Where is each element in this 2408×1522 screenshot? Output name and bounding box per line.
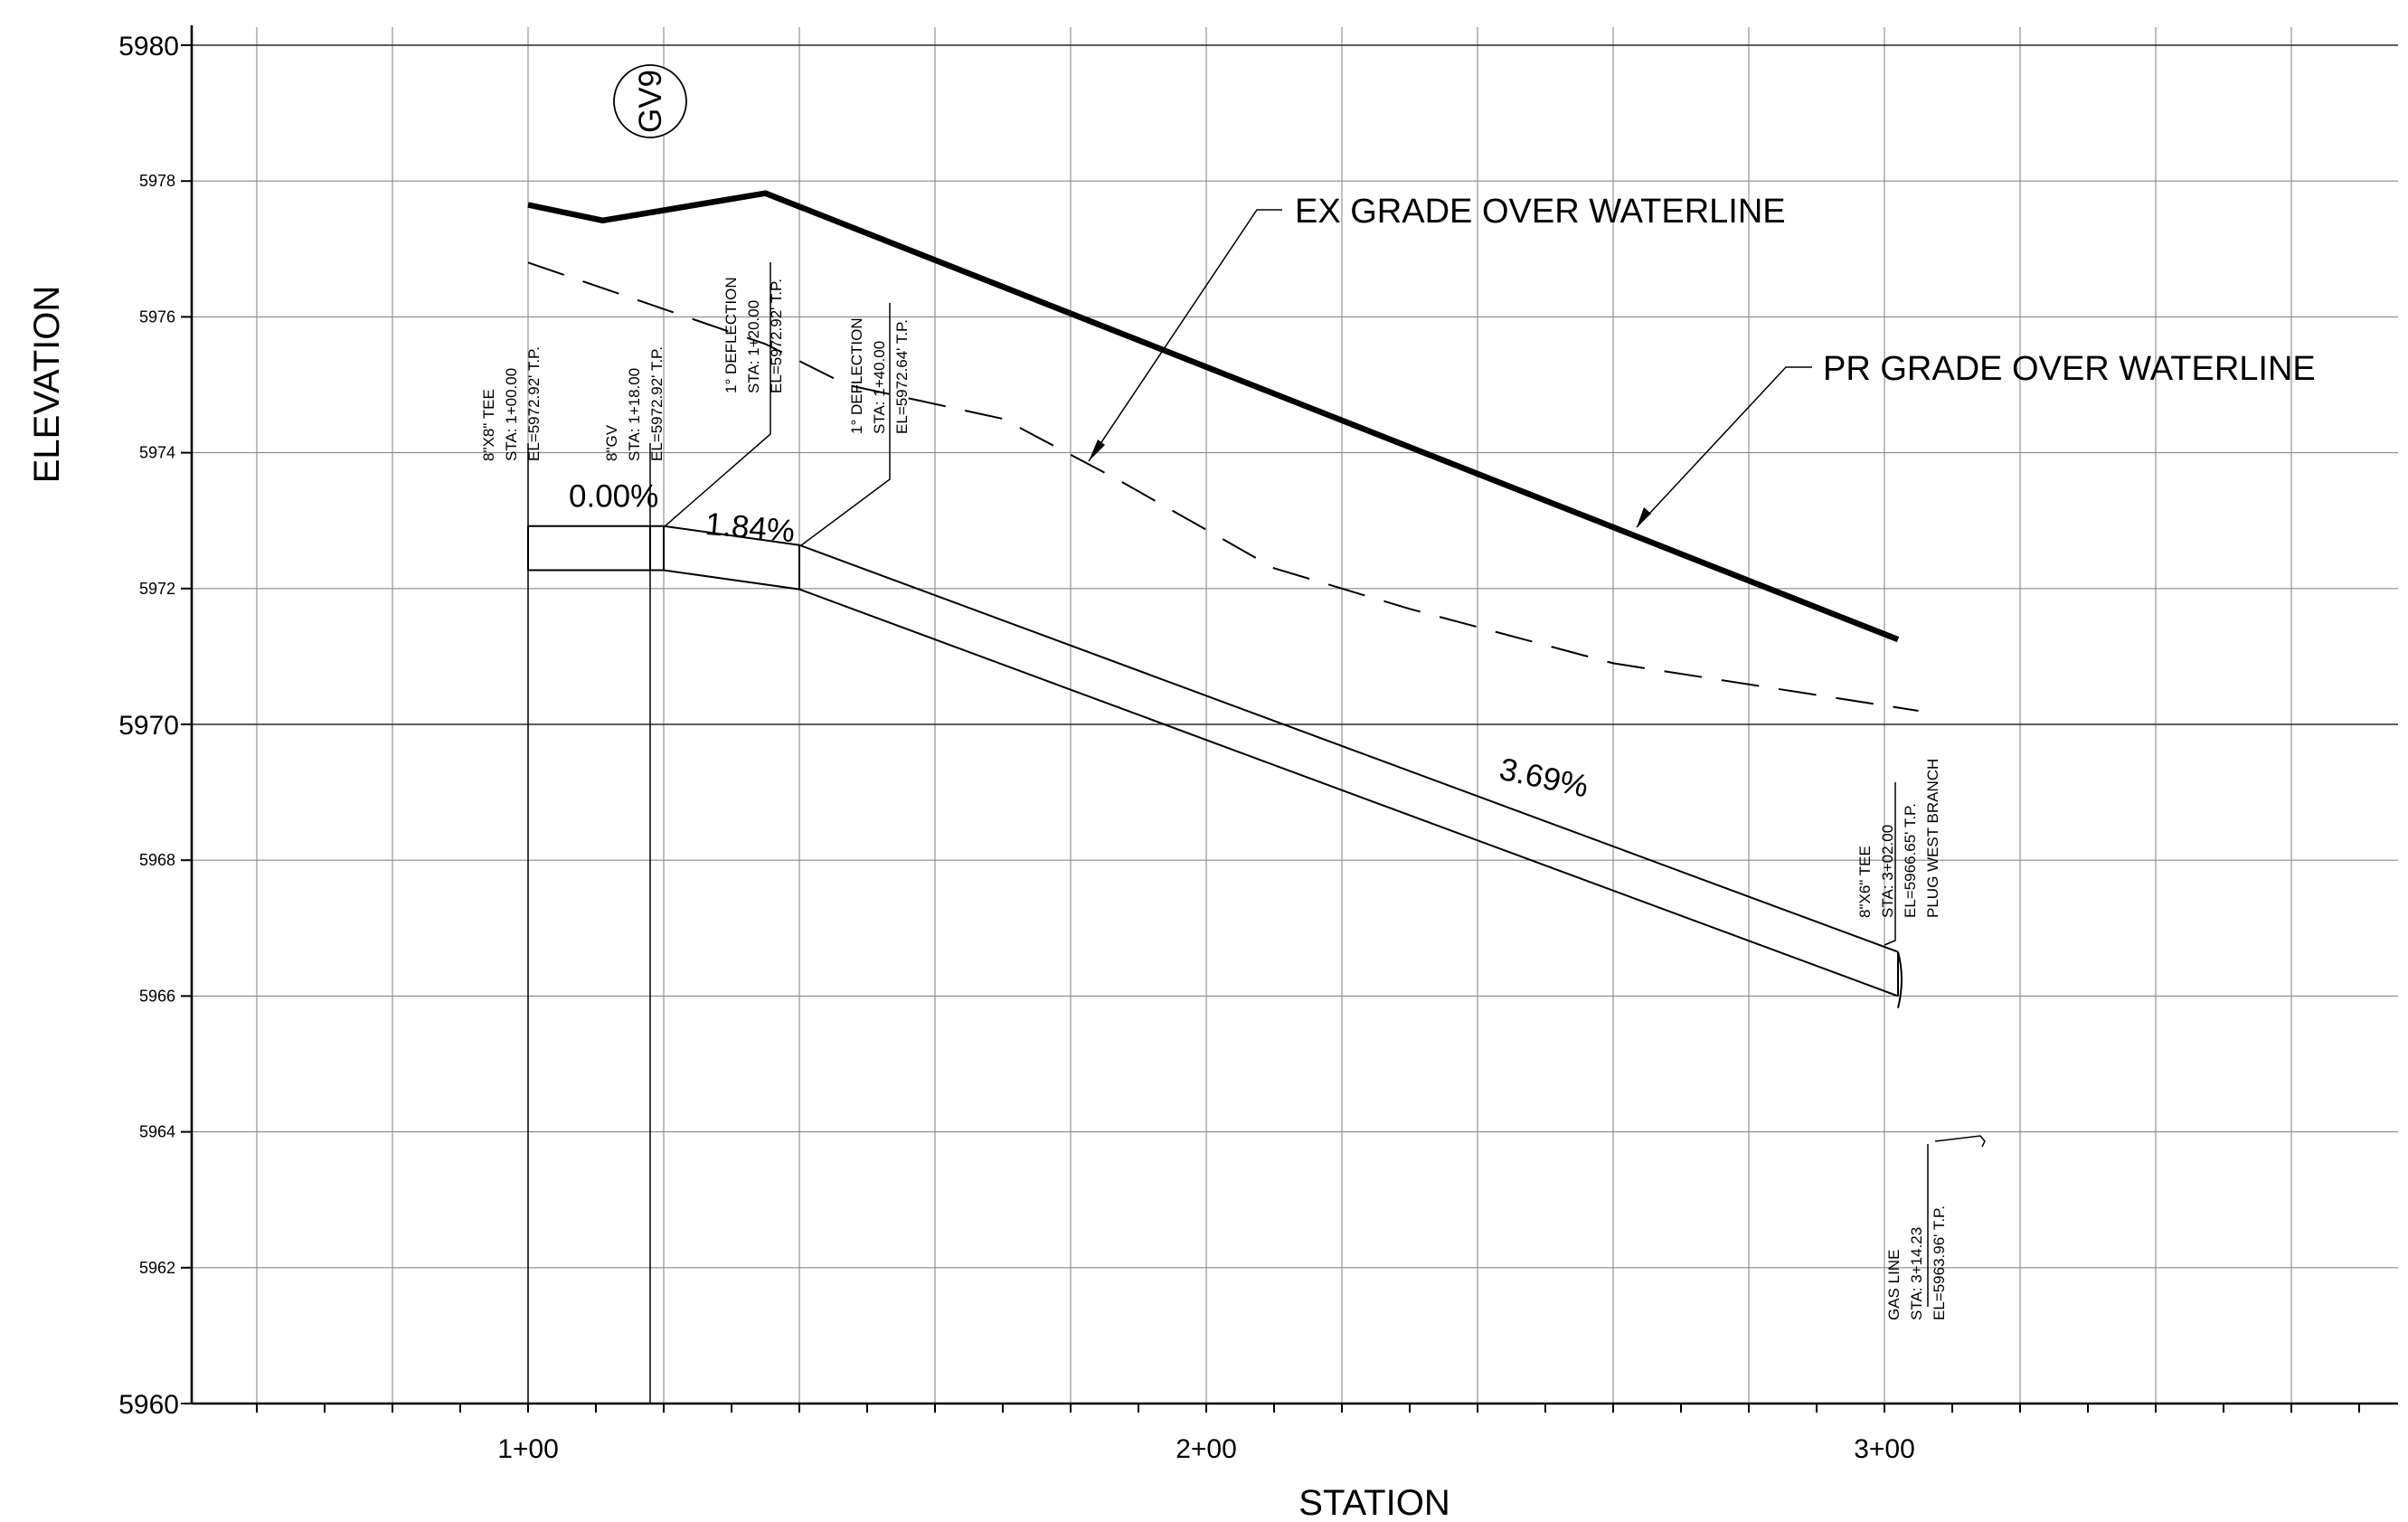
valve-tag-circle <box>613 64 687 138</box>
fitting-note: STA: 1+20.00 <box>745 300 762 393</box>
axes <box>181 25 2398 1413</box>
fitting-note: 8"X6" TEE <box>1856 846 1874 918</box>
fitting-note: EL=5966.65' T.P. <box>1902 803 1919 918</box>
y-tick-label: 5972 <box>139 580 175 598</box>
fitting-note: STA: 1+00.00 <box>503 368 520 461</box>
fitting-note: EL=5963.96' T.P. <box>1931 1205 1948 1320</box>
slope-label: 0.00% <box>569 479 658 515</box>
fitting-note: 8"GV <box>603 424 620 461</box>
x-axis-title: STATION <box>1298 1483 1450 1522</box>
fitting-note: STA: 1+18.00 <box>626 368 643 461</box>
callout-label: EX GRADE OVER WATERLINE <box>1295 193 1786 231</box>
callout-arrowhead <box>1637 507 1651 527</box>
ex-grade-line <box>527 190 1900 643</box>
y-tick-label: 5968 <box>139 851 175 869</box>
fitting-note: 1° DEFLECTION <box>722 277 740 393</box>
fitting-note: STA: 3+14.23 <box>1908 1227 1925 1320</box>
fitting-note: EL=5972.92' T.P. <box>768 279 785 393</box>
callout-leader <box>1088 209 1282 462</box>
y-tick-label: 5976 <box>139 307 175 326</box>
fitting-note: PLUG WEST BRANCH <box>1924 759 1941 918</box>
x-tick-label: 3+00 <box>1854 1434 1915 1464</box>
fitting-note: 1° DEFLECTION <box>848 317 865 434</box>
valve-tag-label: GV9 <box>633 70 668 133</box>
callout-label: PR GRADE OVER WATERLINE <box>1823 350 2316 388</box>
fitting-leader <box>1884 782 1896 946</box>
callout-leader <box>1636 366 1812 528</box>
fitting-note: EL=5972.92' T.P. <box>648 346 666 461</box>
slope-label: 1.84% <box>704 506 796 550</box>
grade-layer <box>527 190 1919 712</box>
x-tick-label: 2+00 <box>1176 1434 1237 1464</box>
fitting-leader <box>800 303 891 546</box>
y-tick-label: 5978 <box>139 172 175 190</box>
y-tick-label: 5966 <box>139 987 175 1005</box>
pipe-bottom-line <box>528 569 1899 997</box>
fitting-note: STA: 1+40.00 <box>871 341 888 434</box>
callout-arrowhead <box>1089 440 1105 461</box>
y-tick-label: 5962 <box>139 1259 175 1277</box>
fitting-layer <box>527 64 1986 1404</box>
y-tick-label: 5970 <box>118 711 179 741</box>
y-tick-label: 5974 <box>139 444 175 462</box>
y-tick-label: 5980 <box>118 32 179 61</box>
grid <box>192 27 2398 1404</box>
fitting-note: EL=5972.92' T.P. <box>525 346 543 461</box>
fitting-note: STA: 3+02.00 <box>1879 825 1896 918</box>
y-axis-title: ELEVATION <box>27 286 67 484</box>
y-tick-label: 5964 <box>139 1123 175 1141</box>
labels: 5960 5962 5964 5966 5968 5970 5972 5974 5976 5978… <box>27 32 2316 1522</box>
gas-line-hook <box>1934 1135 1986 1148</box>
fitting-note: EL=5972.64' T.P. <box>893 319 911 434</box>
fitting-note: 8"X8" TEE <box>480 389 497 461</box>
x-tick-label: 1+00 <box>497 1434 559 1464</box>
pipe-end-cap <box>1897 951 1903 1008</box>
pipe-layer <box>527 525 1903 1008</box>
fitting-note: GAS LINE <box>1885 1250 1903 1320</box>
slope-label: 3.69% <box>1497 752 1591 805</box>
pipe-top-line <box>528 525 1899 953</box>
y-tick-label: 5960 <box>118 1390 179 1420</box>
fitting-leader <box>663 262 771 528</box>
